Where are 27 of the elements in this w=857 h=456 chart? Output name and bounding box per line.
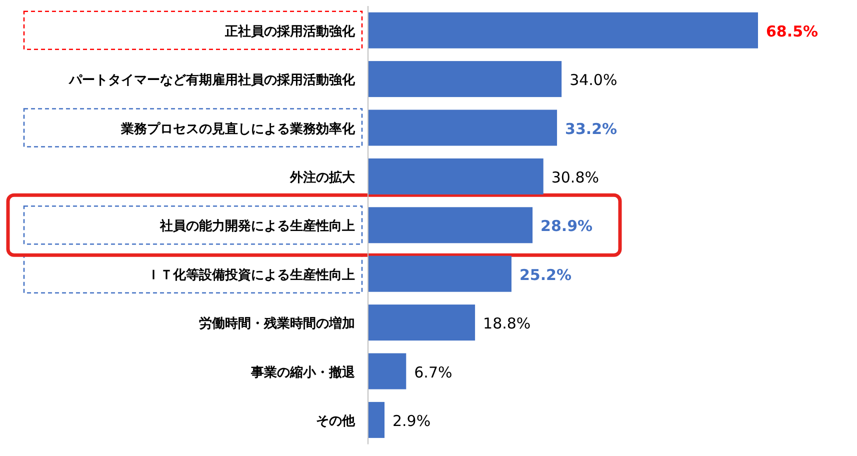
y-tick-label: 労働時間・残業時間の増加 [199,316,355,332]
data-label: 68.5% [766,22,818,40]
y-tick-label: 外注の拡大 [289,169,356,186]
y-tick-label: 事業の縮小・撤退 [250,364,356,380]
y-tick-label: 業務プロセスの見直しによる業務効率化 [120,120,356,137]
y-tick-label: その他 [316,414,356,429]
y-tick-label: パートタイマーなど有期雇用社員の採用活動強化 [68,72,356,88]
bar [368,256,512,292]
bar [368,12,758,48]
data-label: 6.7% [414,363,452,382]
bar [368,402,385,438]
data-label: 25.2% [519,266,572,284]
data-label: 2.9% [392,412,431,430]
y-tick-label: ＩＴ化等設備投資による生産性向上 [147,266,355,283]
bar [368,207,533,244]
y-tick-label: 社員の能力開発による生産性向上 [159,218,355,234]
bar [368,353,406,390]
data-label: 28.9% [540,217,593,236]
data-label: 18.8% [483,314,531,333]
data-label: 33.2% [565,120,618,138]
bar [368,304,476,341]
y-tick-label: 正社員の採用活動強化 [224,23,356,40]
bar [368,61,562,98]
data-label: 30.8% [551,168,600,186]
data-label: 34.0% [570,71,618,90]
bar [368,158,544,194]
bar [368,110,558,146]
